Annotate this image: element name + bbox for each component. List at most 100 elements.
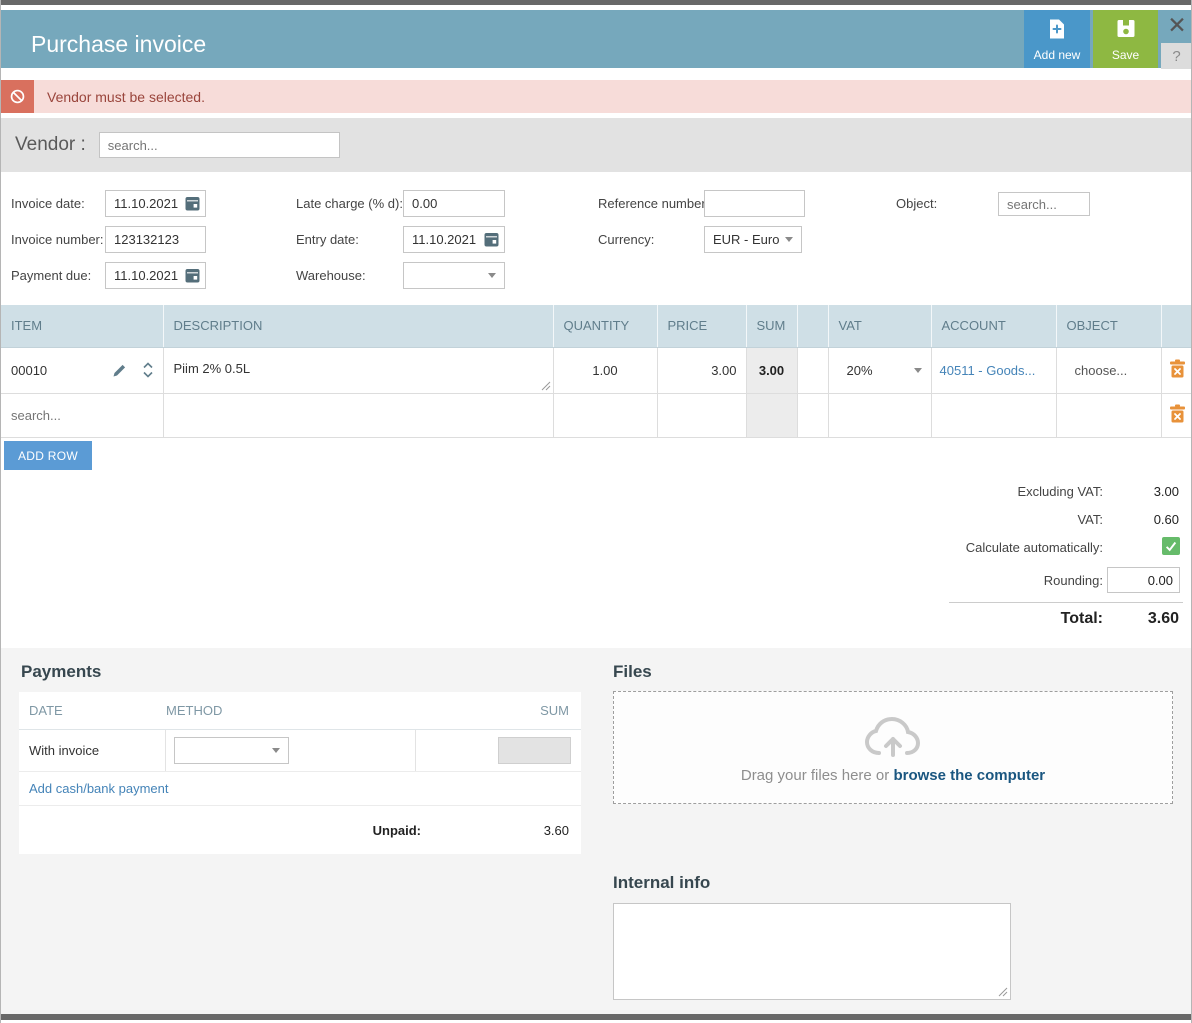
excluding-vat-label: Excluding VAT:: [1017, 484, 1103, 499]
currency-select[interactable]: EUR - Euro: [704, 226, 802, 253]
item-vat-value: 20%: [847, 363, 873, 378]
total-value: 3.60: [1148, 610, 1179, 628]
late-charge-label: Late charge (% d):: [296, 190, 403, 217]
payments-card: DATE METHOD SUM With invoice Add cash/ba…: [19, 692, 581, 854]
items-table-header-row: ITEM DESCRIPTION QUANTITY PRICE SUM VAT …: [1, 305, 1192, 347]
payment-method-select[interactable]: [174, 737, 289, 764]
vendor-search-input[interactable]: [99, 132, 340, 158]
lower-section: Payments DATE METHOD SUM With invoice: [1, 648, 1191, 1014]
payments-header-row: DATE METHOD SUM: [19, 692, 581, 730]
entry-date-field[interactable]: [403, 226, 505, 253]
sort-updown-icon[interactable]: [141, 361, 155, 379]
invoice-date-input[interactable]: [106, 196, 185, 211]
invoice-number-input[interactable]: [105, 226, 206, 253]
purchase-invoice-window: Purchase invoice Add new Save ✕ ? Vendor…: [0, 0, 1192, 1023]
close-icon[interactable]: ✕: [1162, 10, 1192, 40]
warehouse-label: Warehouse:: [296, 262, 366, 289]
add-new-document-icon: [1046, 18, 1068, 40]
late-charge-input[interactable]: [403, 190, 505, 217]
item-sum: 3.00: [746, 347, 797, 393]
vat-value: 0.60: [1154, 512, 1179, 527]
calendar-icon[interactable]: [484, 232, 499, 247]
chevron-down-icon: [914, 368, 922, 373]
invoice-header-form: Invoice date: Invoice number: Payment du…: [1, 183, 1191, 303]
browse-computer-link[interactable]: browse the computer: [893, 767, 1045, 784]
payments-footer: Unpaid: 3.60: [19, 806, 581, 854]
help-button[interactable]: ?: [1161, 43, 1192, 69]
add-row-button[interactable]: ADD ROW: [4, 441, 92, 470]
unpaid-value: 3.60: [421, 823, 581, 838]
error-banner: Vendor must be selected.: [34, 80, 1191, 113]
entry-date-label: Entry date:: [296, 226, 359, 253]
calendar-icon[interactable]: [185, 268, 200, 283]
entry-date-input[interactable]: [404, 232, 484, 247]
col-vat: VAT: [828, 305, 931, 347]
empty-description-cell[interactable]: [163, 393, 553, 437]
add-payment-link[interactable]: Add cash/bank payment: [29, 781, 168, 796]
item-description-input[interactable]: Piim 2% 0.5L: [164, 348, 553, 390]
file-dropzone[interactable]: Drag your files here or browse the compu…: [613, 691, 1173, 804]
add-new-label: Add new: [1034, 48, 1081, 62]
checkmark-icon: [1164, 539, 1178, 553]
drag-text: Drag your files here or: [741, 767, 894, 784]
excluding-vat-value: 3.00: [1154, 484, 1179, 499]
item-code: 00010: [11, 363, 98, 378]
calc-auto-checkbox[interactable]: [1162, 537, 1180, 555]
files-title: Files: [613, 662, 652, 682]
edit-pencil-icon[interactable]: [112, 363, 127, 378]
error-message: Vendor must be selected.: [47, 89, 205, 105]
invoice-number-label: Invoice number:: [11, 226, 104, 253]
delete-row-button[interactable]: [1161, 347, 1192, 393]
col-item: ITEM: [1, 305, 163, 347]
col-description: DESCRIPTION: [163, 305, 553, 347]
empty-account-cell[interactable]: [931, 393, 1056, 437]
item-search-input[interactable]: [11, 408, 163, 423]
payment-date: With invoice: [19, 730, 166, 771]
empty-price-cell[interactable]: [657, 393, 746, 437]
col-quantity: QUANTITY: [553, 305, 657, 347]
spacer-cell: [797, 393, 828, 437]
col-account: ACCOUNT: [931, 305, 1056, 347]
payments-col-sum: SUM: [416, 703, 581, 718]
title-bar: Purchase invoice: [1, 10, 1191, 68]
empty-object-cell[interactable]: [1056, 393, 1161, 437]
rounding-input[interactable]: [1107, 567, 1180, 593]
trash-icon: [1169, 359, 1186, 378]
chevron-down-icon: [488, 273, 496, 278]
add-new-button[interactable]: Add new: [1024, 10, 1090, 68]
item-vat-select[interactable]: 20%: [828, 347, 931, 393]
invoice-date-field[interactable]: [105, 190, 206, 217]
delete-row-button[interactable]: [1161, 393, 1192, 437]
trash-icon: [1169, 404, 1186, 423]
payment-link-row: Add cash/bank payment: [19, 772, 581, 806]
item-quantity[interactable]: 1.00: [553, 347, 657, 393]
currency-value: EUR - Euro: [713, 232, 779, 247]
empty-quantity-cell[interactable]: [553, 393, 657, 437]
invoice-date-label: Invoice date:: [11, 190, 85, 217]
save-button[interactable]: Save: [1093, 10, 1158, 68]
internal-info-box: [613, 903, 1011, 1000]
page-title: Purchase invoice: [31, 31, 206, 58]
object-search-input[interactable]: [998, 192, 1090, 216]
total-row: Total: 3.60: [771, 610, 1191, 628]
table-row: 00010 Piim 2% 0.5L: [1, 347, 1192, 393]
total-label: Total:: [1061, 610, 1103, 628]
empty-vat-cell[interactable]: [828, 393, 931, 437]
internal-info-textarea[interactable]: [613, 903, 1011, 1000]
save-label: Save: [1112, 48, 1139, 62]
payment-due-field[interactable]: [105, 262, 206, 289]
item-account-link[interactable]: 40511 - Goods...: [931, 347, 1056, 393]
warehouse-select[interactable]: [403, 262, 505, 289]
reference-number-input[interactable]: [704, 190, 805, 217]
calendar-icon[interactable]: [185, 196, 200, 211]
chevron-down-icon: [785, 237, 793, 242]
payment-due-input[interactable]: [106, 268, 185, 283]
save-floppy-icon: [1115, 18, 1137, 40]
vendor-bar: Vendor :: [1, 118, 1191, 172]
col-spacer: [797, 305, 828, 347]
dropzone-text: Drag your files here or browse the compu…: [741, 767, 1045, 784]
item-price[interactable]: 3.00: [657, 347, 746, 393]
window-bottom-edge: [1, 1014, 1191, 1020]
item-object-choose[interactable]: choose...: [1056, 347, 1161, 393]
chevron-down-icon: [272, 748, 280, 753]
